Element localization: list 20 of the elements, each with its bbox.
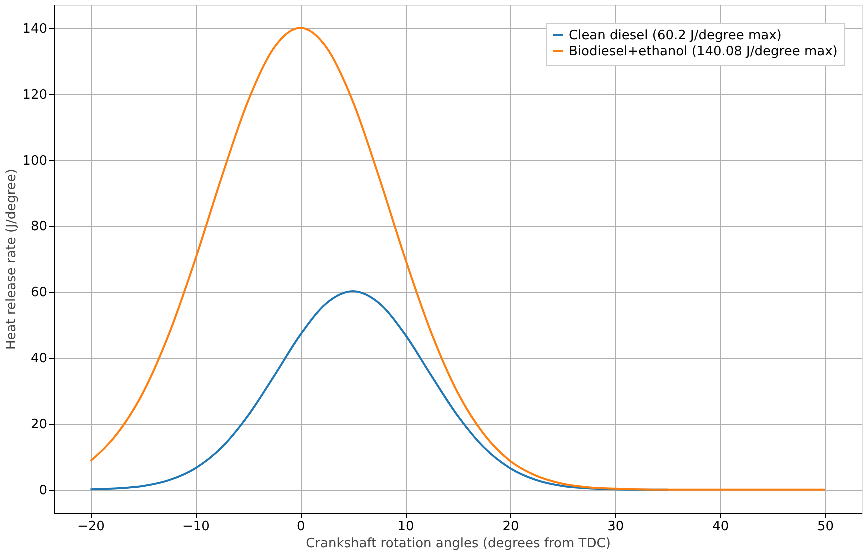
y-tick-label: 80	[30, 220, 48, 235]
y-tick-label: 40	[30, 352, 48, 367]
y-axis-title: Heat release rate (J/degree)	[4, 169, 20, 350]
x-tick-label: 30	[608, 520, 624, 534]
x-tick-label: 40	[712, 520, 730, 534]
x-tick-label: 20	[502, 520, 520, 534]
x-tick-label: −20	[78, 520, 105, 534]
x-tick-label: −10	[182, 520, 210, 534]
y-tick-label: 140	[22, 22, 48, 37]
y-tick-label: 0	[39, 483, 48, 498]
y-tick-label: 60	[30, 286, 48, 301]
y-tick-label: 100	[22, 154, 48, 169]
x-tick-label: 10	[398, 520, 414, 534]
x-tick-label: 50	[818, 520, 834, 534]
x-tick-label: 0	[296, 520, 306, 534]
y-tick-label: 120	[22, 88, 48, 103]
x-axis-title: Crankshaft rotation angles (degrees from TDC)	[306, 536, 611, 552]
y-tick-label: 20	[30, 417, 48, 432]
legend-label: Clean diesel (60.2 J/degree max)	[569, 28, 782, 44]
legend-label: Biodiesel+ethanol (140.08 J/degree max)	[569, 44, 838, 60]
